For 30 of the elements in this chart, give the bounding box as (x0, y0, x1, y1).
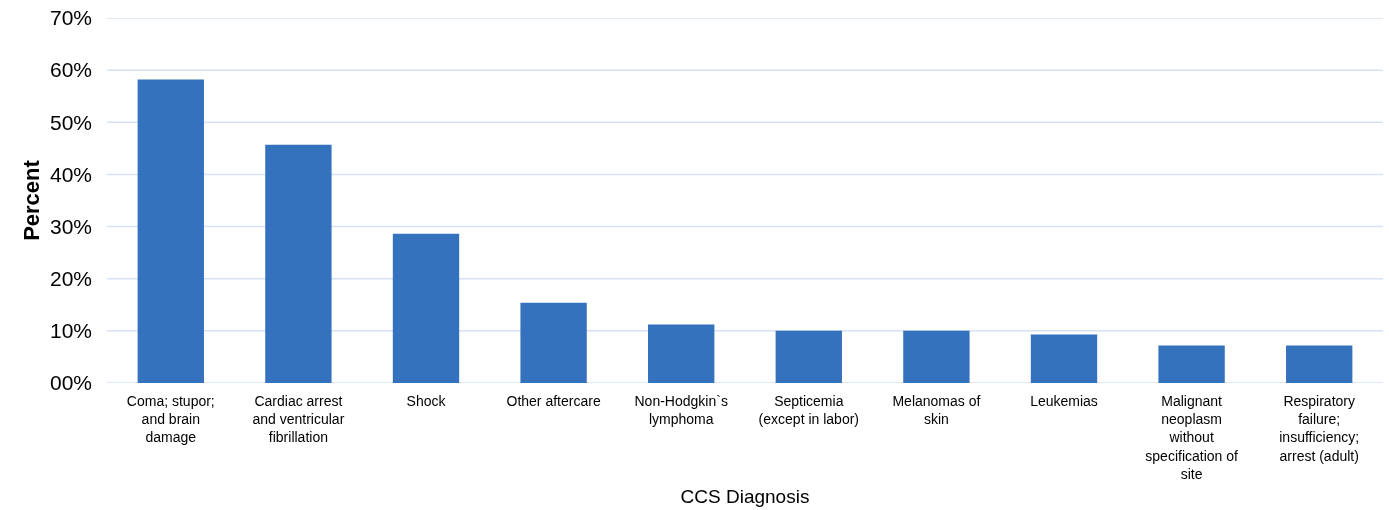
y-tick-label: 20% (49, 267, 92, 291)
x-tick-label: Leukemias (1030, 393, 1098, 409)
x-tick-label: Respiratory failure; insufficiency; arrest (adult) (1279, 393, 1360, 464)
bar (648, 324, 715, 383)
y-tick-label: 50% (49, 110, 92, 134)
y-tick-label: 00% (49, 371, 92, 395)
y-axis-title: Percent (18, 159, 44, 241)
x-axis-title: CCS Diagnosis (680, 485, 810, 507)
bar (265, 144, 332, 383)
x-tick-label: Shock (406, 393, 447, 409)
x-tick-label: Non-Hodgkin`s lymphoma (634, 393, 728, 428)
bar (1030, 334, 1098, 383)
bar (392, 233, 460, 383)
x-tick-label: Malignant neoplasm without specification of site (1145, 393, 1239, 482)
bar (903, 330, 970, 383)
x-tick-label: Other aftercare (506, 393, 601, 409)
bar (520, 302, 587, 383)
x-tick-label: Septicemia (except in labor) (758, 393, 859, 428)
y-tick-label: 10% (49, 319, 92, 343)
x-tick-label: Melanomas of skin (892, 393, 981, 428)
x-tick-label: Coma; stupor; and brain damage (126, 393, 215, 446)
y-tick-label: 30% (49, 214, 92, 238)
bar (1286, 345, 1353, 383)
y-tick-label: 60% (49, 58, 92, 82)
y-tick-label: 70% (49, 6, 92, 30)
bar (775, 330, 842, 383)
y-tick-label: 40% (49, 162, 92, 186)
x-tick-label: Cardiac arrest and ventricular fibrillation (252, 393, 345, 446)
bar (137, 79, 204, 383)
bar (1158, 345, 1225, 383)
